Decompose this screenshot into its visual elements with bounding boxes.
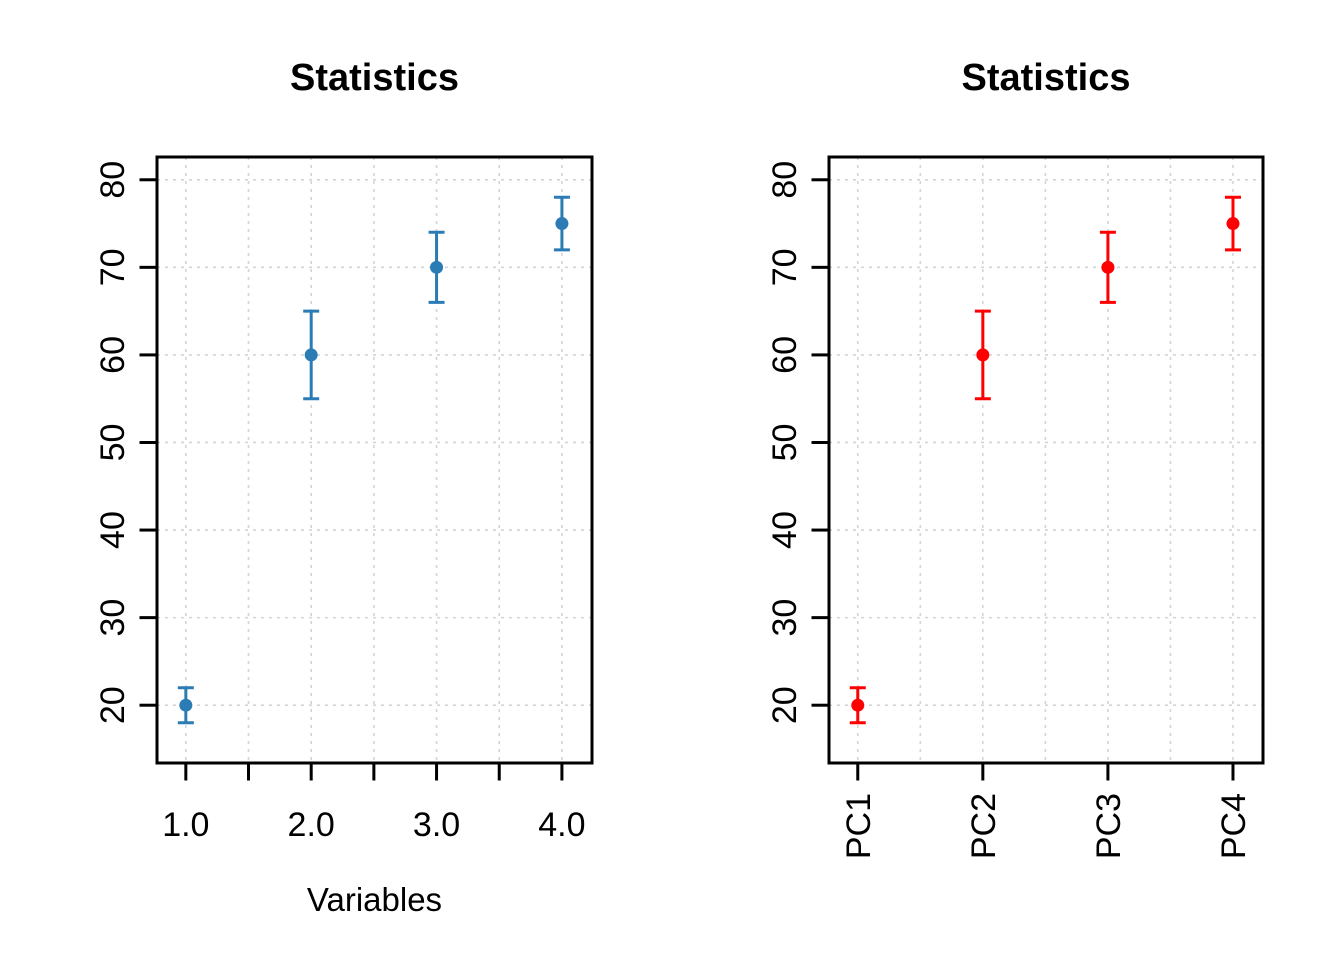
x-tick-label: 3.0 [413, 806, 460, 844]
y-tick-label: 60 [94, 336, 132, 374]
y-tick-label: 70 [94, 248, 132, 286]
y-tick-label: 70 [766, 248, 804, 286]
x-tick-label: PC2 [965, 793, 1003, 859]
plot-title: Statistics [962, 57, 1131, 99]
x-tick-label: 2.0 [288, 806, 335, 844]
x-tick-label: 4.0 [538, 806, 585, 844]
data-point [555, 217, 569, 231]
data-point [1226, 217, 1240, 231]
y-tick-label: 80 [94, 161, 132, 199]
y-tick-label: 40 [94, 511, 132, 549]
x-tick-label: 1.0 [162, 806, 209, 844]
data-point [851, 698, 865, 712]
data-point [179, 698, 193, 712]
y-tick-label: 50 [94, 424, 132, 462]
y-tick-label: 20 [766, 686, 804, 724]
y-tick-label: 30 [766, 599, 804, 637]
panel-right: PC1 PC2 PC3 PC4 20 30 40 50 60 70 80 Statistics [766, 57, 1265, 859]
plot-border [155, 155, 594, 765]
plot-border [827, 155, 1265, 765]
x-tick-label: PC4 [1215, 793, 1253, 859]
x-axis-label: Variables [307, 881, 442, 918]
y-tick-label: 80 [766, 161, 804, 199]
y-tick-label: 50 [766, 424, 804, 462]
x-tick-label: PC1 [840, 793, 878, 859]
panel-left: 1.0 2.0 3.0 4.0 20 30 40 50 60 70 80 Statistics Vari… [94, 57, 594, 918]
data-point [1101, 260, 1115, 274]
plot-title: Statistics [290, 57, 459, 99]
data-point [976, 348, 990, 362]
y-tick-label: 30 [94, 599, 132, 637]
x-tick-label: PC3 [1090, 793, 1128, 859]
y-tick-label: 20 [94, 686, 132, 724]
data-point [304, 348, 318, 362]
y-tick-label: 60 [766, 336, 804, 374]
data-point [430, 260, 444, 274]
y-tick-label: 40 [766, 511, 804, 549]
